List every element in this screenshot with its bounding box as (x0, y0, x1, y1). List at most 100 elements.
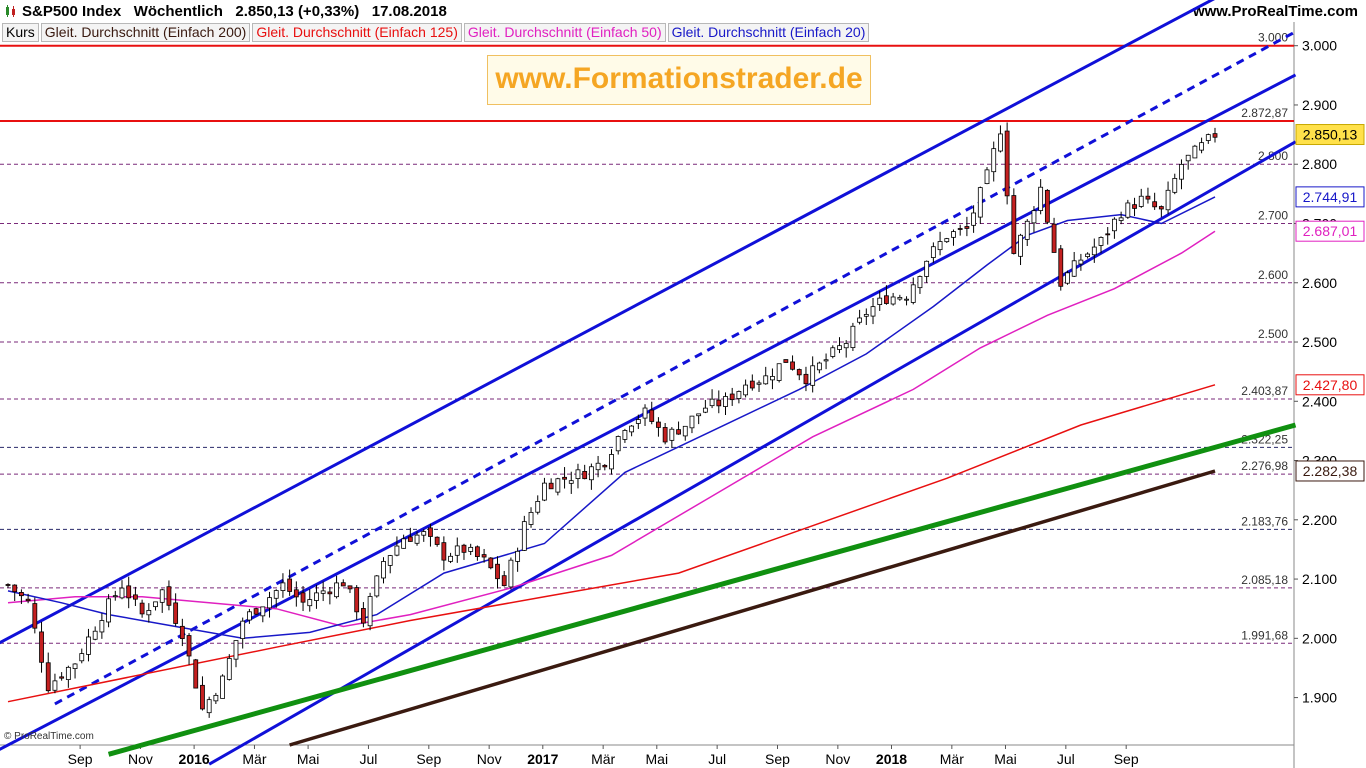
blue-trendline (208, 140, 1297, 766)
candle-up (260, 606, 266, 617)
candle-up (917, 276, 923, 289)
level-label: 2.600 (1258, 268, 1288, 282)
candle-up (267, 597, 272, 609)
legend-item-sma50[interactable]: Gleit. Durchschnitt (Einfach 50) (463, 23, 666, 42)
candle-up (448, 555, 453, 562)
level-label: 2.500 (1258, 327, 1288, 341)
candle-down (1212, 133, 1218, 138)
candle-down (796, 369, 802, 376)
value-tag (1295, 124, 1365, 146)
candle-down (12, 584, 18, 593)
legend-item-sma200[interactable]: Gleit. Durchschnitt (Einfach 200) (40, 23, 251, 42)
y-tick-label: 2.500 (1302, 334, 1337, 350)
candle-up (106, 598, 111, 623)
candle-down (434, 536, 440, 545)
value-tag-label: 2.282,38 (1303, 463, 1358, 479)
candle-down (461, 544, 467, 553)
candle-up (857, 317, 863, 323)
value-tag (1295, 186, 1365, 208)
candle-down (957, 228, 963, 230)
candle-up (709, 398, 715, 407)
candle-down (200, 684, 205, 710)
candle-up (454, 545, 460, 556)
y-tick-label: 2.200 (1302, 512, 1337, 528)
site-name: www.ProRealTime.com (1192, 3, 1358, 20)
candle-up (374, 575, 380, 597)
candle-up (387, 555, 393, 566)
candle-down (495, 563, 500, 580)
candle-up (414, 534, 420, 544)
candle-up (153, 601, 158, 608)
candle-down (360, 608, 366, 624)
candle-up (930, 246, 936, 258)
y-tick-label: 2.000 (1302, 630, 1337, 646)
candle-down (481, 554, 487, 558)
candle-up (998, 133, 1003, 152)
candle-down (656, 421, 661, 428)
legend-item-kurs[interactable]: Kurs (2, 23, 39, 42)
candle-down (407, 536, 413, 542)
candle-up (756, 382, 762, 385)
candle-up (984, 169, 990, 185)
level-label: 2.700 (1258, 208, 1288, 222)
x-tick-label: Jul (1057, 751, 1075, 767)
candle-up (320, 590, 326, 594)
candle-up (367, 596, 373, 627)
candle-up (816, 362, 822, 371)
candle-up (159, 589, 165, 603)
candle-up (72, 663, 78, 669)
candle-up (1078, 259, 1084, 265)
candle-down (602, 464, 608, 468)
legend-item-sma20[interactable]: Gleit. Durchschnitt (Einfach 20) (667, 23, 870, 42)
candle-up (421, 531, 427, 536)
candle-down (1004, 130, 1010, 197)
title-bar: S&P500 Index Wöchentlich 2.850,13 (+0,33… (0, 0, 1366, 22)
candle-up (1038, 186, 1044, 211)
candle-down (1152, 201, 1158, 208)
candle-up (535, 501, 541, 513)
x-tick-label: Mai (994, 751, 1017, 767)
candle-down (729, 393, 735, 401)
candle-up (850, 325, 856, 349)
candle-down (173, 602, 179, 624)
candle-down (716, 399, 722, 407)
candle-up (1091, 246, 1097, 256)
candle-up (401, 538, 407, 549)
candle-down (441, 542, 447, 561)
candle-down (340, 582, 346, 587)
candlestick-icon (6, 5, 15, 17)
blue-trendline (0, 73, 1297, 751)
candle-up (904, 298, 909, 301)
candle-up (588, 466, 594, 481)
candle-up (622, 430, 628, 440)
chart-title: S&P500 Index Wöchentlich 2.850,13 (+0,33… (22, 3, 447, 20)
candle-down (964, 226, 970, 229)
candle-down (253, 608, 259, 615)
green-trendline (107, 422, 1297, 757)
candle-up (280, 582, 286, 591)
candle-up (863, 314, 869, 317)
candle-up (381, 561, 386, 579)
candle-down (562, 476, 567, 480)
candle-up (609, 454, 614, 470)
x-tick-label: 2016 (179, 751, 210, 767)
candle-up (240, 620, 246, 640)
candle-up (1112, 218, 1117, 232)
candle-up (334, 582, 339, 598)
candle-down (474, 546, 480, 558)
candle-up (689, 415, 695, 429)
candle-down (428, 527, 433, 537)
candle-up (1085, 253, 1090, 258)
candle-up (763, 375, 769, 385)
candle-up (830, 347, 836, 357)
candle-up (723, 396, 728, 407)
x-tick-label: Nov (477, 751, 502, 767)
candle-up (924, 260, 930, 277)
candle-up (273, 590, 279, 599)
candle-down (179, 625, 185, 640)
candle-up (233, 640, 239, 660)
sma-line (7, 196, 1216, 640)
candle-down (1105, 233, 1111, 236)
legend-item-sma125[interactable]: Gleit. Durchschnitt (Einfach 125) (252, 23, 462, 42)
